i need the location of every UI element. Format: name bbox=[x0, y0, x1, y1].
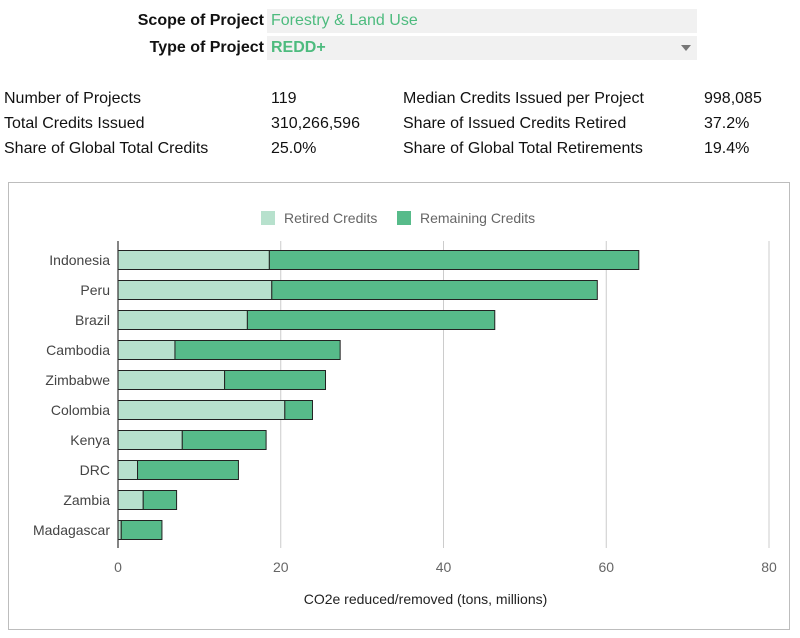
bar-retired bbox=[117, 370, 226, 390]
bar-remaining bbox=[271, 280, 598, 300]
stat-row: Share of Global Total Credits 25.0% Shar… bbox=[0, 139, 800, 159]
bar-remaining bbox=[284, 400, 313, 420]
bar-retired bbox=[117, 250, 270, 270]
type-value: REDD+ bbox=[271, 39, 326, 56]
legend-swatch-remaining bbox=[397, 211, 411, 225]
x-tick-label: 60 bbox=[598, 559, 614, 575]
bar-remaining bbox=[137, 460, 239, 480]
bar-retired bbox=[117, 400, 286, 420]
stat-value: 37.2% bbox=[704, 115, 750, 132]
y-category-label: DRC bbox=[80, 462, 110, 478]
y-category-label: Zimbabwe bbox=[45, 372, 110, 388]
bar-retired bbox=[117, 280, 273, 300]
chevron-down-icon[interactable] bbox=[681, 45, 691, 51]
bar-remaining bbox=[268, 250, 640, 270]
type-label: Type of Project bbox=[149, 39, 264, 56]
y-category-label: Kenya bbox=[70, 432, 110, 448]
stat-value: 310,266,596 bbox=[271, 115, 360, 132]
stat-value: 998,085 bbox=[704, 90, 762, 107]
bar-retired bbox=[117, 430, 183, 450]
y-category-label: Colombia bbox=[51, 402, 110, 418]
scope-select[interactable]: Forestry & Land Use bbox=[267, 9, 697, 33]
legend-label-remaining: Remaining Credits bbox=[420, 210, 535, 226]
legend-swatch-retired bbox=[261, 211, 275, 225]
scope-label: Scope of Project bbox=[137, 12, 264, 29]
stat-value: 25.0% bbox=[271, 140, 317, 157]
scope-value: Forestry & Land Use bbox=[271, 12, 418, 29]
bar-retired bbox=[117, 340, 176, 360]
bar-remaining bbox=[120, 520, 163, 540]
x-tick-label: 40 bbox=[436, 559, 452, 575]
stat-value: 119 bbox=[271, 90, 297, 107]
stat-label: Share of Global Total Retirements bbox=[403, 140, 643, 157]
bar-remaining bbox=[224, 370, 327, 390]
bar-retired bbox=[117, 310, 248, 330]
stat-label: Total Credits Issued bbox=[4, 115, 145, 132]
bar-remaining bbox=[174, 340, 341, 360]
y-category-label: Peru bbox=[80, 282, 110, 298]
y-category-label: Indonesia bbox=[49, 252, 110, 268]
stat-label: Share of Global Total Credits bbox=[4, 140, 209, 157]
chart-container: Retired Credits Remaining Credits 0 20 40 60 8… bbox=[8, 182, 790, 630]
stat-label: Share of Issued Credits Retired bbox=[403, 115, 627, 132]
x-axis-title: CO2e reduced/removed (tons, millions) bbox=[304, 591, 548, 607]
x-tick-label: 20 bbox=[273, 559, 289, 575]
x-tick-label: 80 bbox=[761, 559, 777, 575]
y-category-label: Zambia bbox=[63, 492, 110, 508]
y-category-label: Cambodia bbox=[46, 342, 110, 358]
stacked-bar-chart: Retired Credits Remaining Credits 0 20 40 60 8… bbox=[33, 210, 777, 607]
bar-retired bbox=[117, 490, 144, 510]
scope-filter-row: Scope of Project Forestry & Land Use bbox=[0, 9, 800, 33]
stat-row: Number of Projects 119 Median Credits Is… bbox=[0, 89, 800, 109]
legend-label-retired: Retired Credits bbox=[284, 210, 377, 226]
bar-retired bbox=[117, 460, 139, 480]
stat-label: Median Credits Issued per Project bbox=[403, 90, 644, 107]
x-tick-label: 0 bbox=[114, 559, 122, 575]
type-select[interactable]: REDD+ bbox=[267, 36, 697, 60]
stat-label: Number of Projects bbox=[4, 90, 141, 107]
bar-remaining bbox=[246, 310, 496, 330]
bar-remaining bbox=[142, 490, 178, 510]
type-filter-row: Type of Project REDD+ bbox=[0, 36, 800, 60]
y-category-label: Madagascar bbox=[33, 522, 110, 538]
stat-value: 19.4% bbox=[704, 140, 750, 157]
y-category-label: Brazil bbox=[75, 312, 110, 328]
stat-row: Total Credits Issued 310,266,596 Share o… bbox=[0, 114, 800, 134]
bar-remaining bbox=[181, 430, 267, 450]
